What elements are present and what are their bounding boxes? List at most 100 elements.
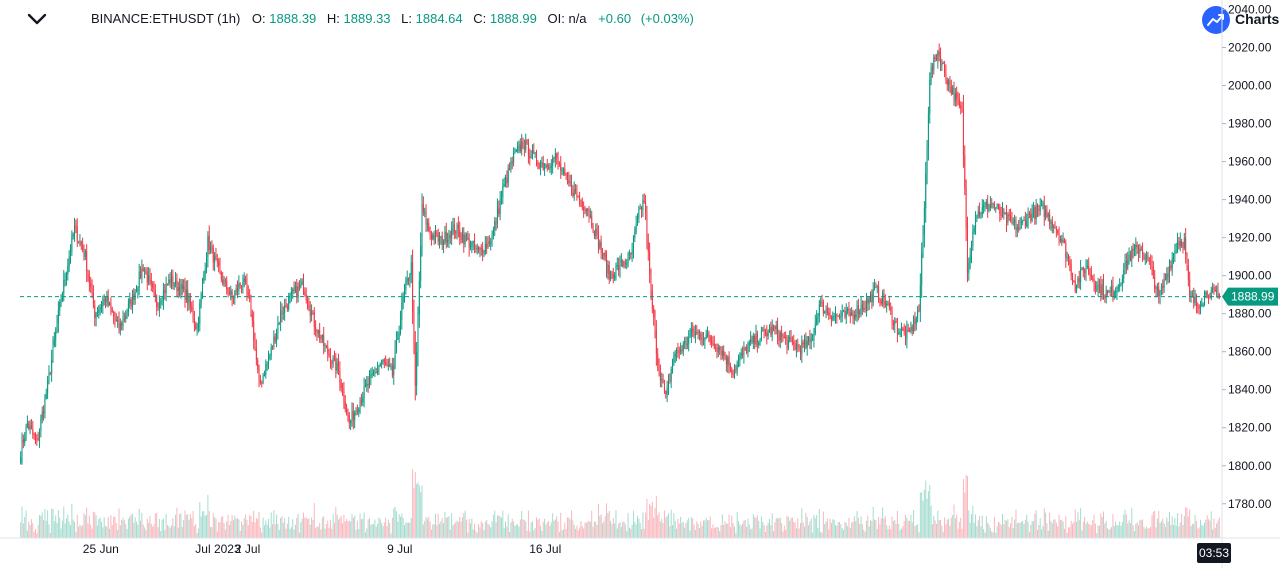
volume-bar [312, 520, 314, 538]
volume-bar [856, 511, 858, 538]
candle-body [125, 315, 127, 319]
volume-bar [255, 518, 257, 538]
volume-bar [177, 527, 179, 538]
candle-body [406, 278, 408, 282]
candle-body [961, 108, 963, 110]
volume-bar [386, 526, 388, 538]
volume-bar [740, 525, 742, 538]
candle-body [468, 238, 470, 248]
candle-body [604, 253, 606, 259]
volume-bar [297, 513, 299, 538]
volume-bar [610, 521, 612, 538]
volume-bar [1074, 509, 1076, 538]
candle-body [643, 200, 645, 202]
candle-body [798, 345, 800, 349]
chart-header: BINANCE:ETHUSDT (1h) O: 1888.39 H: 1889.… [0, 0, 1222, 40]
volume-bar [1144, 528, 1146, 538]
candle-body [989, 203, 991, 209]
volume-bar [491, 521, 493, 538]
volume-bar [335, 507, 337, 538]
candle-body [80, 241, 82, 246]
candle-body [401, 302, 403, 320]
candle-body [1098, 284, 1100, 286]
volume-bar [456, 520, 458, 538]
candle-body [871, 294, 873, 303]
volume-bar [331, 528, 333, 538]
candle-body [546, 164, 548, 168]
candle-body [222, 279, 224, 285]
candle-body [790, 336, 792, 340]
candle-body [754, 335, 756, 344]
candle-body [1086, 265, 1088, 268]
price-tick-label: 1980.00 [1228, 117, 1272, 131]
symbol-label[interactable]: BINANCE:ETHUSDT (1h) [91, 11, 241, 26]
volume-bar [849, 527, 851, 538]
volume-bar [731, 515, 733, 538]
volume-bar [1117, 525, 1119, 538]
candle-body [894, 321, 896, 325]
candle-body [724, 356, 726, 358]
volume-bar [700, 521, 702, 538]
candle-body [839, 315, 841, 318]
candle-body [25, 426, 27, 439]
volume-bar [505, 521, 507, 538]
candle-body [1175, 250, 1177, 252]
candle-body [24, 438, 26, 443]
price-tick-label: 1960.00 [1228, 155, 1272, 169]
volume-bar [443, 523, 445, 538]
candle-body [663, 382, 665, 392]
volume-bar [565, 529, 567, 538]
candle-body [447, 239, 449, 243]
volume-bar [281, 516, 283, 538]
candle-body [389, 364, 391, 367]
volume-bar [257, 519, 259, 538]
volume-bar [253, 510, 255, 538]
volume-bar [1065, 516, 1067, 538]
volume-bar [537, 519, 539, 538]
candle-body [653, 308, 655, 318]
candle-body [623, 263, 625, 267]
candle-body [564, 168, 566, 175]
candle-body [168, 279, 170, 285]
candle-body [359, 400, 361, 409]
volume-bar [145, 530, 147, 538]
candle-body [549, 167, 551, 169]
volume-bar [643, 528, 645, 538]
volume-bar [385, 517, 387, 538]
candle-body [832, 316, 834, 320]
candle-body [436, 232, 438, 235]
volume-bar [379, 519, 381, 538]
volume-bar [95, 515, 97, 538]
volume-bar [727, 523, 729, 538]
candle-body [343, 389, 345, 402]
volume-bar [1108, 529, 1110, 538]
candle-body [534, 152, 536, 154]
candle-body [700, 333, 702, 340]
candle-body [421, 204, 423, 246]
candle-body [479, 248, 481, 251]
volume-bar [650, 505, 652, 538]
volume-bar [122, 517, 124, 538]
candle-body [639, 208, 641, 210]
volume-bar [56, 523, 58, 538]
volume-bar [529, 531, 531, 538]
candle-body [892, 323, 894, 325]
candle-body [135, 290, 137, 292]
volume-bar [114, 516, 116, 538]
collapse-chevron-button[interactable] [22, 6, 52, 32]
volume-bar [351, 513, 353, 538]
volume-bar [802, 522, 804, 538]
candle-body [810, 340, 812, 342]
candle-body [1050, 221, 1052, 225]
candle-body [530, 157, 532, 159]
volume-bar [724, 521, 726, 538]
candle-body [44, 397, 46, 414]
candle-body [844, 310, 846, 317]
candle-body [432, 234, 434, 239]
volume-bar [146, 518, 148, 538]
price-axis[interactable]: 2040.002020.002000.001980.001960.001940.… [1222, 3, 1272, 511]
candle-body [760, 330, 762, 340]
candle-body [698, 332, 700, 334]
